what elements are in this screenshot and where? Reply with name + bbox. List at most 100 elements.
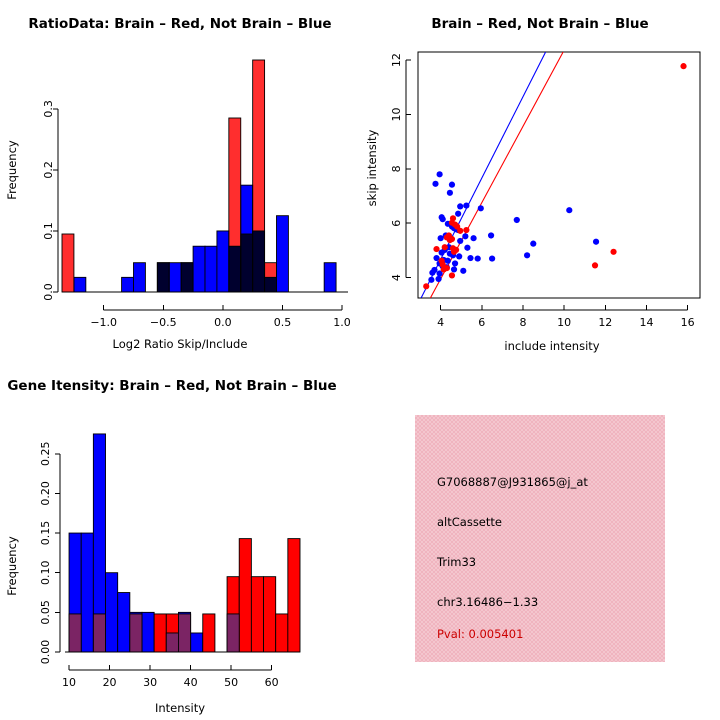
- histogram-bar: [228, 117, 242, 293]
- scatter-data-points: [423, 63, 687, 290]
- y-tick-label: 0.05: [39, 600, 52, 625]
- scatter-point: [432, 180, 439, 187]
- histogram-bar: [252, 59, 266, 293]
- info-event-type: altCassette: [437, 515, 502, 529]
- x-tick-label: 12: [598, 316, 612, 329]
- histogram-bar: [216, 230, 230, 293]
- histogram-bar: [190, 632, 204, 653]
- histogram-bar: [80, 532, 94, 653]
- scatter-plot-axes: 4 6 8 10 12 14 16 4 6 8 10 12: [390, 53, 695, 329]
- panel-ratio-histogram: RatioData: Brain – Red, Not Brain – Blue…: [0, 0, 360, 360]
- histogram-bar: [263, 576, 277, 653]
- gene-info-box: G7068887@J931865@j_at altCassette Trim33…: [415, 415, 665, 662]
- x-tick-label: 10: [557, 316, 571, 329]
- scatter-point: [457, 227, 464, 234]
- scatter-point: [470, 235, 477, 242]
- scatter-point: [460, 267, 467, 274]
- scatter-point: [433, 254, 440, 262]
- gene-histogram-svg: Gene Itensity: Brain – Red, Not Brain – …: [5, 378, 337, 715]
- histogram-bar: [264, 262, 277, 293]
- gene-histogram-xlabel: Intensity: [155, 701, 205, 715]
- info-probe-id: G7068887@J931865@j_at: [437, 475, 588, 489]
- histogram-bar: [117, 592, 131, 653]
- scatter-point: [455, 210, 462, 217]
- scatter-point: [462, 233, 469, 240]
- scatter-point: [428, 276, 435, 283]
- scatter-point: [467, 254, 474, 262]
- histogram-bar: [180, 262, 194, 293]
- scatter-plot-frame: [417, 51, 701, 299]
- histogram-bar-overlap: [129, 613, 143, 653]
- y-tick-label: 8: [390, 165, 403, 172]
- histogram-bar: [61, 233, 75, 293]
- panel-gene-histogram: Gene Itensity: Brain – Red, Not Brain – …: [0, 360, 360, 720]
- scatter-point: [592, 238, 600, 245]
- x-tick-label: 0.0: [214, 316, 232, 329]
- scatter-point: [450, 266, 458, 273]
- x-tick-label: 50: [224, 676, 238, 689]
- scatter-point: [438, 214, 445, 221]
- regression-line: [420, 52, 547, 298]
- scatter-point: [457, 203, 464, 210]
- scatter-point: [513, 216, 520, 224]
- histogram-bar: [250, 576, 264, 653]
- scatter-point: [523, 252, 531, 259]
- scatter-plot-ylabel: skip intensity: [365, 129, 379, 206]
- x-tick-label: 1.0: [333, 316, 351, 329]
- scatter-point: [489, 255, 496, 262]
- histogram-bar-overlap: [177, 613, 192, 653]
- histogram-bar: [204, 245, 218, 293]
- x-tick-label: 8: [519, 316, 526, 329]
- histogram-bar-overlap: [165, 632, 179, 653]
- scatter-point: [454, 223, 461, 230]
- info-locus: chr3.16486−1.33: [437, 595, 539, 609]
- scatter-point: [680, 63, 687, 70]
- scatter-point: [610, 248, 617, 255]
- scatter-point: [446, 189, 454, 196]
- y-tick-label: 10: [390, 108, 403, 122]
- scatter-point: [566, 207, 573, 214]
- x-tick-label: 0.5: [274, 316, 292, 329]
- y-tick-label: 0.1: [42, 222, 55, 240]
- scatter-point: [477, 205, 484, 212]
- scatter-point: [439, 261, 446, 268]
- histogram-bar: [156, 262, 170, 293]
- scatter-point: [436, 270, 443, 277]
- ratio-histogram-xlabel: Log2 Ratio Skip/Include: [113, 337, 248, 351]
- histogram-bar: [105, 572, 119, 653]
- info-pval: Pval: 0.005401: [437, 627, 524, 641]
- x-tick-label: 40: [184, 676, 198, 689]
- histogram-bar: [121, 276, 134, 293]
- y-tick-label: 12: [390, 53, 403, 67]
- gene-histogram-bars: [68, 433, 301, 653]
- scatter-point: [456, 253, 463, 260]
- y-tick-label: 0.15: [39, 521, 52, 546]
- ratio-histogram-title: RatioData: Brain – Red, Not Brain – Blue: [28, 16, 331, 32]
- scatter-point: [530, 240, 537, 247]
- histogram-bar: [238, 538, 252, 653]
- y-tick-label: 0.20: [39, 481, 52, 506]
- info-gene-symbol: Trim33: [437, 555, 477, 569]
- histogram-bar: [153, 613, 167, 653]
- x-tick-label: 10: [62, 676, 76, 689]
- histogram-bar: [276, 215, 289, 293]
- histogram-bar: [141, 611, 155, 653]
- scatter-point: [448, 181, 456, 188]
- x-tick-label: 16: [681, 316, 695, 329]
- scatter-point: [457, 237, 464, 245]
- scatter-point: [463, 202, 470, 209]
- x-tick-label: −0.5: [150, 316, 177, 329]
- scatter-point: [448, 272, 456, 279]
- histogram-bar: [73, 276, 87, 293]
- histogram-bar: [168, 262, 182, 293]
- scatter-point: [474, 255, 481, 262]
- scatter-point: [464, 244, 471, 251]
- scatter-point: [591, 262, 599, 269]
- gene-histogram-title: Gene Itensity: Brain – Red, Not Brain – …: [7, 378, 336, 394]
- histogram-bar: [323, 262, 337, 293]
- scatter-point: [437, 235, 444, 242]
- scatter-point: [441, 244, 448, 251]
- scatter-plot-svg: Brain – Red, Not Brain – Blue 4 6 8 10 12 14 1…: [365, 16, 701, 353]
- scatter-plot-box: [417, 51, 701, 299]
- gene-histogram-axes: 0.00 0.05 0.10 0.15 0.20 0.25 10 20 30 40 50 60: [39, 442, 300, 689]
